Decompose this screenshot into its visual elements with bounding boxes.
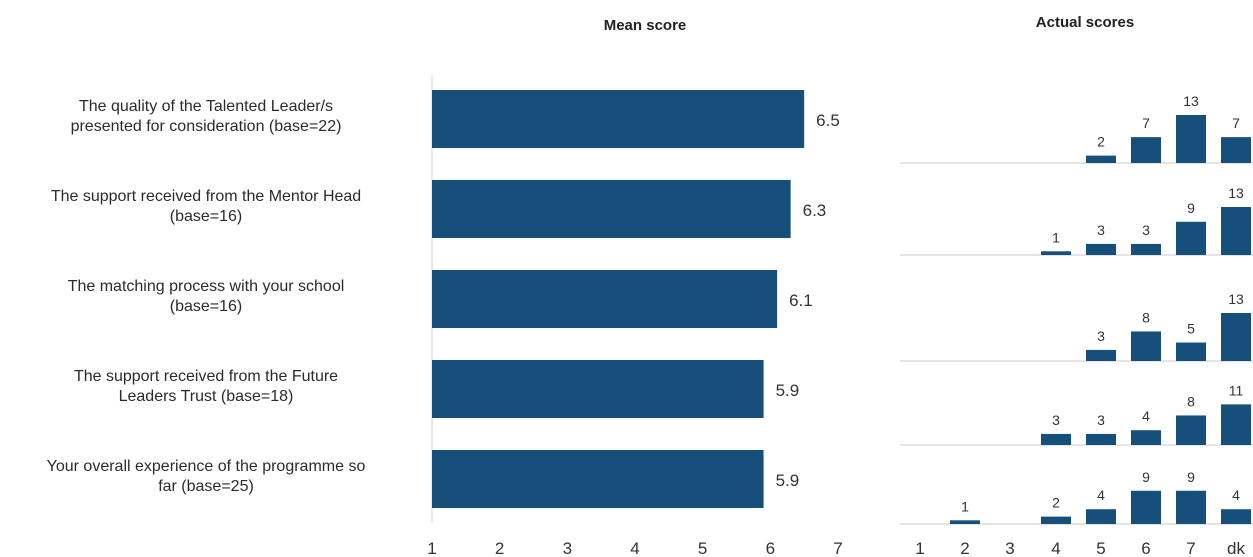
actual-bar — [1221, 509, 1251, 524]
actual-bar — [1176, 115, 1206, 163]
actual-x-tick-label: 1 — [915, 539, 924, 557]
mean-x-tick-label: 1 — [427, 539, 436, 557]
mean-value-label: 5.9 — [776, 381, 800, 400]
mean-bar — [432, 450, 764, 508]
actual-scores-title: Actual scores — [1035, 14, 1135, 31]
actual-value-label: 13 — [1183, 93, 1199, 109]
actual-value-label: 9 — [1187, 200, 1195, 216]
actual-bar — [950, 520, 980, 524]
actual-bar — [1086, 433, 1116, 445]
actual-bar — [1086, 243, 1116, 255]
actual-bar — [1131, 430, 1161, 445]
actual-value-label: 8 — [1142, 309, 1150, 325]
actual-x-tick-label: 2 — [960, 539, 969, 557]
actual-value-label: 8 — [1187, 393, 1195, 409]
actual-value-label: 7 — [1142, 115, 1150, 131]
mean-bar — [432, 360, 764, 418]
actual-bar — [1221, 137, 1251, 163]
category-label-line: far (base=25) — [158, 478, 254, 495]
actual-value-label: 11 — [1229, 382, 1244, 398]
actual-x-tick-label: dk — [1227, 539, 1245, 557]
actual-value-label: 2 — [1052, 495, 1060, 511]
actual-bar — [1041, 251, 1071, 255]
mean-x-tick-label: 3 — [563, 539, 572, 557]
actual-x-tick-label: 7 — [1186, 539, 1195, 557]
category-label-line: (base=16) — [169, 208, 243, 225]
actual-value-label: 1 — [1052, 229, 1060, 245]
actual-bar — [1176, 221, 1206, 255]
actual-value-label: 3 — [1142, 222, 1150, 238]
category-label-line: Leaders Trust (base=18) — [118, 388, 294, 405]
actual-bar — [1041, 433, 1071, 445]
actual-x-tick-label: 4 — [1051, 539, 1060, 557]
actual-value-label: 9 — [1142, 469, 1150, 485]
actual-x-tick-label: 6 — [1141, 539, 1150, 557]
mean-x-tick-label: 4 — [630, 539, 639, 557]
actual-bar — [1086, 155, 1116, 163]
actual-bar — [1131, 490, 1161, 524]
mean-bar — [432, 270, 778, 328]
actual-value-label: 3 — [1052, 412, 1060, 428]
actual-bar — [1131, 243, 1161, 255]
actual-value-label: 3 — [1097, 222, 1105, 238]
mean-x-tick-label: 6 — [766, 539, 775, 557]
actual-bar — [1221, 207, 1251, 255]
actual-bar — [1221, 313, 1251, 361]
actual-value-label: 13 — [1228, 185, 1244, 201]
actual-value-label: 3 — [1097, 328, 1105, 344]
actual-bar — [1041, 516, 1071, 524]
actual-value-label: 13 — [1228, 291, 1244, 307]
mean-value-label: 6.3 — [803, 201, 827, 220]
mean-score-title: Mean score — [603, 17, 687, 34]
category-label-line: The support received from the Mentor Hea… — [50, 188, 362, 205]
actual-bar — [1176, 342, 1206, 361]
category-label-line: Your overall experience of the programme… — [46, 458, 366, 475]
mean-bar — [432, 180, 791, 238]
actual-x-tick-label: 3 — [1005, 539, 1014, 557]
actual-bar — [1131, 331, 1161, 361]
actual-value-label: 4 — [1097, 487, 1105, 503]
category-label: The support received from the Mentor Hea… — [0, 187, 416, 227]
mean-value-label: 5.9 — [776, 471, 800, 490]
actual-value-label: 9 — [1187, 469, 1195, 485]
actual-value-label: 4 — [1142, 408, 1150, 424]
actual-value-label: 4 — [1232, 487, 1240, 503]
category-label-line: The support received from the Future — [73, 368, 339, 385]
mean-value-label: 6.1 — [789, 291, 813, 310]
actual-value-label: 1 — [961, 498, 969, 514]
mean-bar — [432, 90, 805, 148]
actual-value-label: 2 — [1097, 134, 1105, 150]
actual-bar — [1176, 490, 1206, 524]
actual-value-label: 7 — [1232, 115, 1240, 131]
actual-bar — [1131, 137, 1161, 163]
actual-value-label: 3 — [1097, 412, 1105, 428]
actual-bar — [1176, 415, 1206, 445]
category-label: The matching process with your school (ba… — [0, 277, 416, 317]
category-label-line: presented for consideration (base=22) — [70, 118, 342, 135]
actual-bar — [1086, 349, 1116, 361]
actual-bar — [1221, 404, 1251, 445]
mean-value-label: 6.5 — [816, 111, 840, 130]
actual-x-tick-label: 5 — [1096, 539, 1105, 557]
category-label-line: (base=16) — [169, 298, 243, 315]
category-label: The support received from the Future Lead… — [0, 367, 416, 407]
actual-value-label: 5 — [1187, 321, 1195, 337]
category-label-line: The matching process with your school — [67, 278, 345, 295]
category-label-line: The quality of the Talented Leader/s — [78, 98, 334, 115]
mean-x-tick-label: 2 — [495, 539, 504, 557]
mean-x-tick-label: 5 — [698, 539, 707, 557]
category-label: Your overall experience of the programme… — [0, 457, 416, 497]
category-label: The quality of the Talented Leader/s pres… — [0, 97, 416, 137]
actual-bar — [1086, 509, 1116, 524]
mean-x-tick-label: 7 — [833, 539, 842, 557]
